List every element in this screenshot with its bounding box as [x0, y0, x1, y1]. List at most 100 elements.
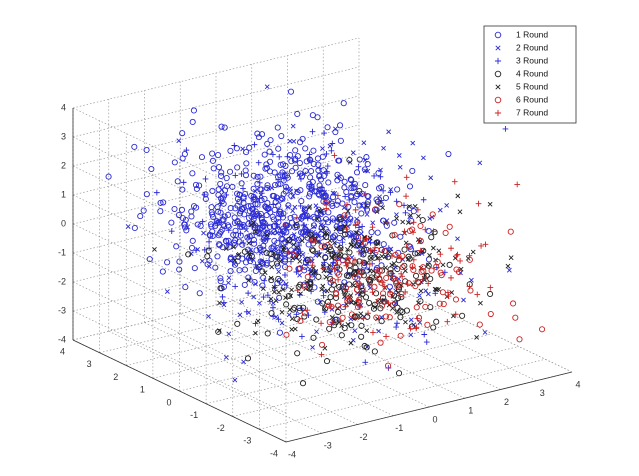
data-point — [362, 168, 368, 174]
data-point — [371, 173, 377, 179]
data-point — [389, 253, 395, 259]
data-point — [376, 256, 383, 263]
data-point — [290, 208, 296, 214]
data-point — [379, 302, 386, 309]
data-point — [397, 233, 404, 240]
data-point — [458, 266, 464, 272]
data-point — [352, 207, 359, 213]
data-point — [210, 165, 217, 172]
data-point — [345, 247, 350, 252]
data-point — [212, 264, 219, 271]
data-point — [293, 222, 300, 229]
data-point — [175, 211, 182, 219]
data-point — [376, 298, 383, 305]
data-point — [425, 280, 432, 287]
data-point — [245, 234, 251, 240]
data-point — [320, 283, 326, 289]
data-point — [270, 243, 277, 250]
data-point — [427, 216, 433, 221]
data-point — [395, 370, 403, 377]
data-point — [223, 238, 230, 245]
data-point — [375, 240, 381, 246]
data-point — [314, 114, 321, 121]
data-point — [344, 201, 350, 208]
data-point — [252, 188, 258, 194]
data-point — [362, 182, 369, 189]
data-point — [314, 216, 320, 222]
data-point — [318, 184, 325, 191]
data-point — [253, 281, 258, 287]
data-point — [173, 243, 180, 250]
legend-label: 1 Round — [516, 29, 548, 39]
data-point — [217, 172, 225, 180]
data-point — [288, 250, 294, 256]
data-point — [285, 238, 291, 244]
data-point — [383, 254, 388, 260]
data-point — [152, 246, 157, 252]
data-point — [335, 271, 342, 278]
data-point — [380, 205, 386, 211]
data-point — [285, 204, 291, 210]
data-point — [256, 230, 263, 237]
data-point — [306, 205, 312, 211]
data-point — [415, 206, 421, 213]
data-point — [263, 164, 270, 171]
data-point — [487, 310, 494, 318]
data-point — [407, 325, 414, 332]
wall-right-gridline-z — [72, 124, 360, 196]
data-point — [164, 289, 170, 294]
data-point — [252, 196, 259, 203]
data-point — [217, 200, 224, 207]
data-point — [418, 288, 424, 294]
data-point — [360, 245, 366, 251]
data-point — [318, 243, 325, 250]
data-point — [204, 253, 211, 260]
data-point — [224, 222, 232, 229]
data-point — [176, 138, 182, 144]
data-point — [214, 253, 221, 260]
data-point — [237, 223, 244, 230]
data-point — [437, 251, 444, 258]
data-point — [274, 255, 281, 261]
data-point — [279, 236, 286, 243]
data-point — [290, 193, 296, 199]
data-point — [338, 332, 345, 339]
data-point — [419, 217, 426, 224]
data-point — [363, 154, 370, 161]
data-point — [452, 311, 459, 318]
data-point — [264, 185, 271, 192]
data-point — [437, 207, 443, 213]
y-tick-label: 2 — [113, 372, 118, 382]
data-point — [250, 236, 257, 244]
data-point — [216, 328, 222, 334]
data-point — [258, 216, 265, 223]
z-tick-label: 2 — [61, 160, 66, 170]
data-point — [234, 219, 241, 226]
data-point — [367, 235, 373, 241]
data-point — [259, 219, 266, 226]
data-point — [324, 242, 331, 249]
data-point — [337, 216, 344, 223]
data-point — [366, 282, 373, 289]
data-point — [352, 257, 358, 263]
data-point — [271, 250, 277, 256]
data-point — [394, 320, 400, 327]
data-point — [273, 314, 279, 320]
data-point — [308, 185, 315, 192]
data-point — [137, 213, 144, 220]
data-point — [266, 168, 274, 175]
data-point — [231, 214, 238, 221]
data-point — [393, 324, 400, 330]
data-point — [325, 179, 332, 186]
data-point — [234, 164, 241, 171]
data-point — [390, 293, 396, 299]
data-point — [350, 232, 356, 238]
data-point — [322, 306, 327, 311]
data-point — [279, 252, 286, 259]
data-point — [201, 191, 208, 198]
data-point — [222, 237, 229, 244]
data-point — [320, 146, 325, 151]
data-point — [392, 277, 399, 284]
data-point — [287, 138, 293, 144]
data-point — [196, 182, 203, 189]
